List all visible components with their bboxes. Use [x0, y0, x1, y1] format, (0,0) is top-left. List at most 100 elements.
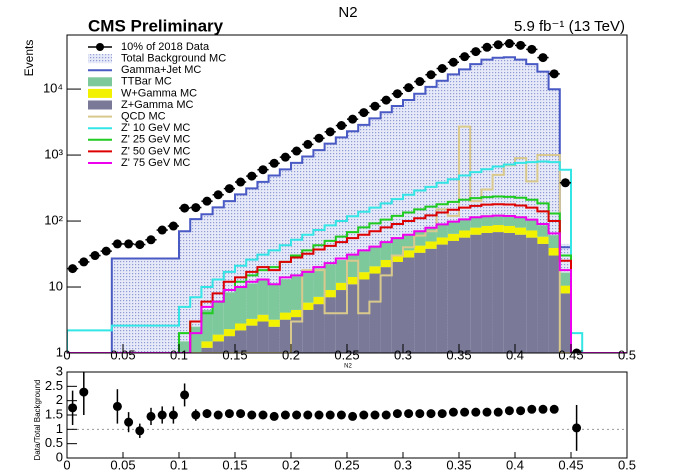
data-point — [471, 47, 481, 57]
stack-segment — [526, 230, 538, 238]
stack-segment — [212, 341, 224, 353]
data-point — [90, 251, 100, 261]
stack-segment — [347, 276, 359, 285]
x-tick-label: 0.35 — [446, 347, 471, 362]
data-point — [482, 42, 492, 52]
legend-label: Z' 75 GeV MC — [121, 157, 190, 169]
legend-label: Z' 25 GeV MC — [121, 134, 190, 146]
data-point — [236, 177, 246, 187]
ratio-y-tick-label: 1.5 — [45, 406, 63, 421]
y-tick-label: 1 — [56, 344, 63, 359]
stack-segment — [291, 276, 303, 310]
ratio-point — [68, 403, 78, 413]
ratio-point — [527, 404, 537, 414]
stack-segment — [380, 267, 392, 353]
stack-segment — [425, 227, 437, 242]
stack-segment — [503, 216, 515, 226]
x-axis-label: N2 — [344, 364, 352, 370]
x-tick-label: 0.1 — [170, 347, 188, 362]
stack-segment — [324, 264, 336, 291]
stack-segment — [291, 309, 303, 318]
stack-segment — [358, 272, 370, 280]
ratio-point — [180, 390, 190, 400]
ratio-y-tick-label: 1 — [56, 421, 63, 436]
ratio-point — [482, 407, 492, 417]
stack-segment — [279, 319, 291, 353]
ratio-point — [236, 409, 246, 419]
ratio-point — [224, 409, 234, 419]
data-point — [426, 70, 436, 80]
background-bin — [235, 193, 247, 353]
stack-segment — [459, 237, 471, 353]
ratio-point — [381, 410, 391, 420]
stack-segment — [335, 260, 347, 283]
stack-segment — [246, 318, 258, 326]
ratio-y-tick-label: 2.5 — [45, 378, 63, 393]
stack-segment — [302, 302, 314, 310]
stack-segment — [257, 279, 269, 315]
background-bin — [369, 117, 381, 353]
y-axis-label: Events — [22, 40, 36, 77]
stack-segment — [459, 219, 471, 231]
stack-segment — [436, 244, 448, 353]
stack-segment — [515, 217, 527, 228]
data-point — [392, 89, 402, 99]
background-bin — [459, 69, 471, 353]
ratio-x-tick-label: 0.35 — [446, 457, 471, 472]
ratio-x-tick-label: 0.2 — [282, 457, 300, 472]
data-point — [292, 146, 302, 156]
ratio-point — [359, 410, 369, 420]
background-bin — [156, 258, 168, 353]
stack-segment — [492, 232, 504, 353]
stack-segment — [526, 220, 538, 231]
data-point — [191, 203, 201, 213]
data-point — [437, 64, 447, 74]
ratio-y-tick-label: 3 — [56, 363, 63, 378]
ratio-point — [202, 409, 212, 419]
background-bin — [391, 105, 403, 353]
data-point — [527, 44, 537, 54]
data-point — [224, 184, 234, 194]
ratio-point — [146, 411, 156, 421]
histogram-line — [67, 203, 627, 353]
data-point — [572, 348, 582, 353]
x-tick-label: 0.4 — [506, 347, 524, 362]
ratio-point — [292, 410, 302, 420]
legend-label: Gamma+Jet MC — [121, 64, 201, 76]
ratio-point — [404, 409, 414, 419]
ratio-point — [336, 410, 346, 420]
data-point — [157, 225, 167, 235]
background-bin — [436, 80, 448, 353]
background-bin — [324, 143, 336, 353]
ratio-x-tick-label: 0.15 — [222, 457, 247, 472]
stack-segment — [358, 251, 370, 273]
ratio-point — [370, 410, 380, 420]
ratio-point — [168, 410, 178, 420]
legend-label: 10% of 2018 Data — [121, 41, 210, 53]
ratio-point — [572, 423, 582, 433]
stack-segment — [246, 283, 258, 319]
stack-segment — [559, 285, 571, 294]
data-point — [348, 114, 358, 124]
stack-segment — [347, 284, 359, 353]
plot-area — [67, 39, 627, 353]
x-tick-label: 0.2 — [282, 347, 300, 362]
data-point — [359, 108, 369, 118]
legend-symbol — [88, 77, 112, 87]
legend-label: TTBar MC — [121, 76, 172, 88]
stack-segment — [369, 266, 381, 274]
stack-segment — [201, 309, 213, 342]
background-bin — [111, 258, 123, 353]
ratio-point — [348, 411, 358, 421]
data-point — [314, 133, 324, 143]
stack-segment — [436, 237, 448, 245]
stack-segment — [459, 230, 471, 238]
stack-segment — [190, 326, 202, 353]
stack-segment — [492, 225, 504, 233]
stack-segment — [515, 234, 527, 353]
ratio-point — [538, 404, 548, 414]
stack-segment — [235, 287, 247, 324]
stack-segment — [313, 304, 325, 353]
background-bin — [123, 258, 135, 353]
